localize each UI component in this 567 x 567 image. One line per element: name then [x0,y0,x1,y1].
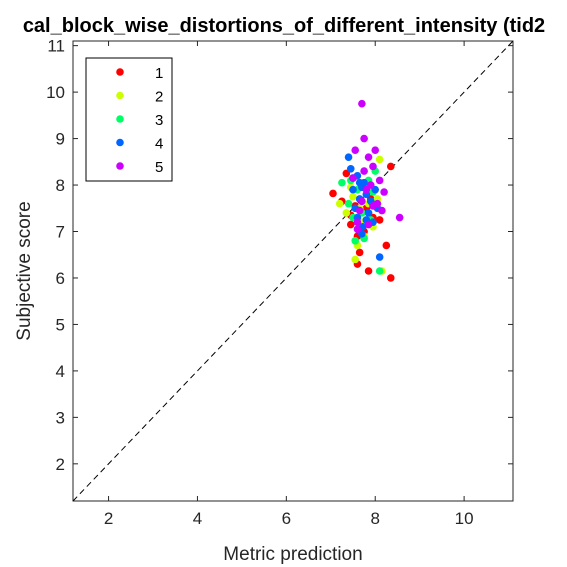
series-2-point [342,209,351,217]
y-tick-label: 11 [47,37,65,56]
series-5-point [360,134,368,143]
legend-marker-2 [116,91,124,100]
series-1-point [364,267,373,275]
series-5-point [366,181,375,189]
series-1-point [386,274,395,282]
legend-label-5: 5 [155,159,163,176]
y-tick-label: 7 [56,223,65,242]
series-5-point [395,213,404,222]
series-5-point [351,146,360,154]
series-4-point [346,164,355,173]
y-tick-label: 4 [56,362,65,381]
legend-marker-5 [116,162,124,170]
series-5-point [369,162,377,171]
legend: 1 2 3 4 5 [85,57,173,182]
x-tick-label: 4 [193,509,202,528]
legend-box [85,57,173,182]
series-1-point [355,248,364,257]
series-5-point [358,197,366,206]
series-5-point [369,202,377,210]
x-axis-ticks: 2 4 6 8 10 [104,41,474,528]
y-tick-label: 3 [56,408,65,427]
legend-marker-4 [116,138,124,147]
series-1-point [382,241,391,250]
series-5-point [360,167,368,175]
legend-label-2: 2 [155,89,163,106]
legend-label-1: 1 [155,65,163,82]
series-3-point [351,236,360,245]
series-5-point [353,218,362,227]
y-tick-label: 2 [56,455,65,474]
series-1-point [386,162,395,171]
series-4-point [375,253,384,261]
series-4-point [349,185,357,194]
y-tick-label: 6 [56,269,65,288]
y-tick-label: 5 [56,315,65,334]
y-axis-ticks: 2 3 4 5 6 7 8 9 10 11 [46,37,513,474]
series-4-point [344,153,353,161]
series-5-point [349,174,357,182]
legend-label-4: 4 [155,136,163,153]
series-4-point [355,178,364,187]
series-2-point [335,199,344,208]
x-tick-label: 6 [282,509,291,528]
chart-title: cal_block_wise_distortions_of_different_… [23,15,545,37]
data-points [329,99,404,282]
x-tick-label: 8 [370,509,379,528]
legend-label-3: 3 [155,112,163,129]
series-2-point [349,192,357,201]
series-2-point [351,255,360,264]
legend-marker-3 [116,115,124,123]
series-1-point [329,189,337,198]
y-tick-label: 10 [46,83,65,102]
y-tick-label: 9 [56,130,65,149]
series-5-point [355,206,364,215]
series-5-point [358,99,366,108]
series-3-point [375,267,384,275]
series-5-point [378,206,386,215]
series-3-point [344,199,353,208]
series-5-point [380,188,388,196]
series-5-point [353,225,362,233]
series-1-point [375,216,384,224]
x-tick-label: 10 [455,509,474,528]
identity-line [72,40,514,502]
y-axis-label: Subjective score [14,201,35,340]
series-5-point [375,176,384,185]
series-3-point [338,178,346,187]
series-5-point [364,153,373,161]
series-1-point [346,220,355,229]
series-4-point [364,209,373,217]
series-2-point [375,155,384,164]
x-tick-label: 2 [104,509,113,528]
legend-marker-1 [116,68,124,76]
series-5-point [364,220,373,229]
x-axis-label: Metric prediction [223,544,362,565]
series-5-point [371,146,380,154]
y-tick-label: 8 [56,176,65,195]
